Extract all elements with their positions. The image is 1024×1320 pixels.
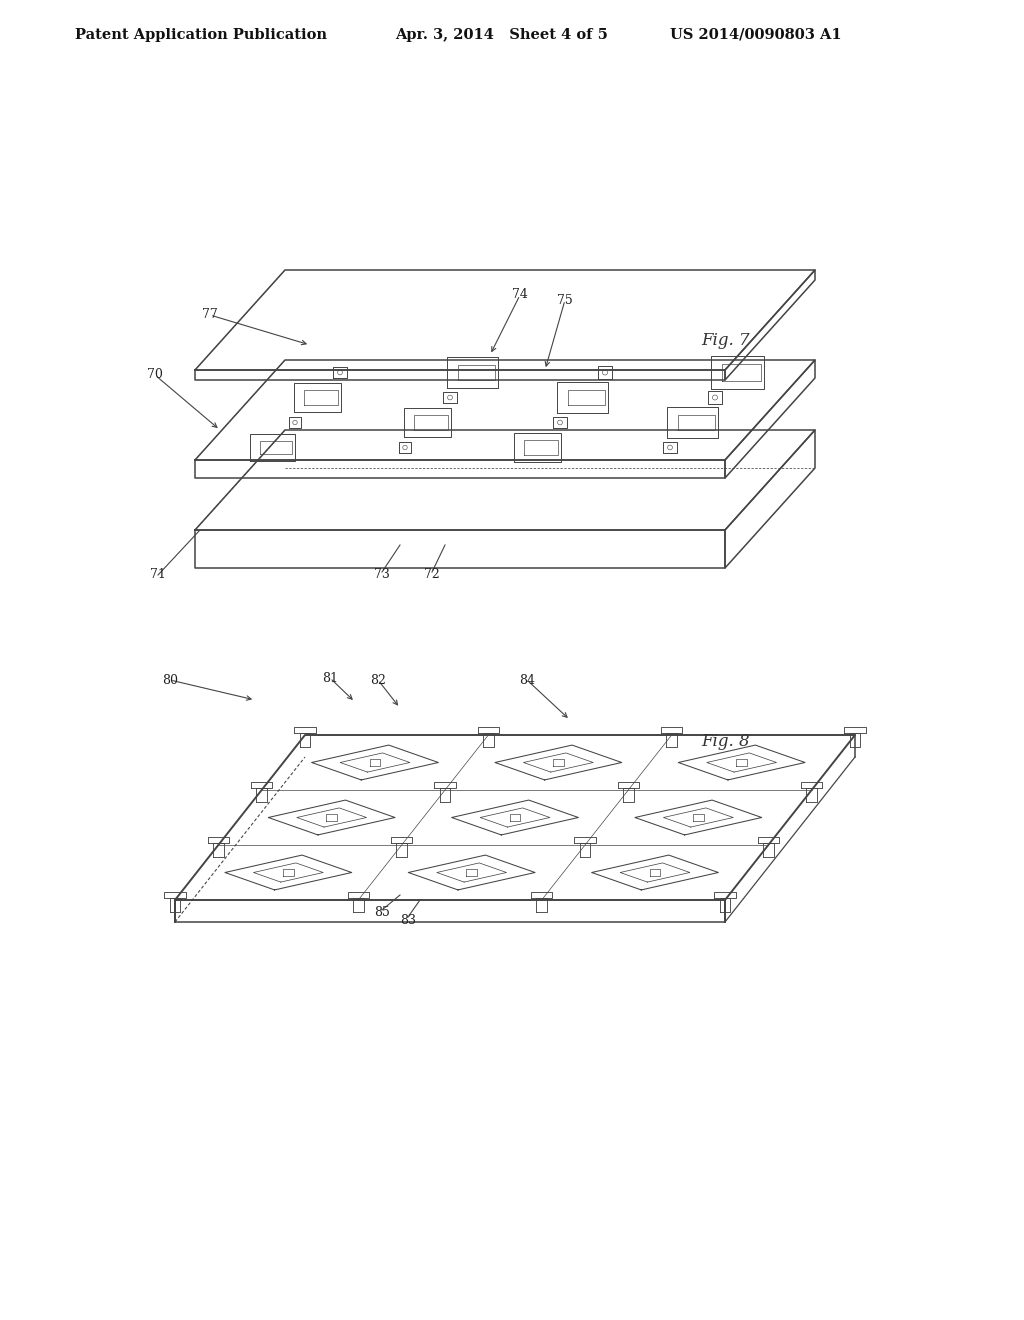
Text: 74: 74 bbox=[512, 289, 528, 301]
Text: 71: 71 bbox=[151, 569, 166, 582]
Text: 73: 73 bbox=[374, 569, 390, 582]
Text: 70: 70 bbox=[147, 368, 163, 381]
Text: 80: 80 bbox=[162, 673, 178, 686]
Text: Fig. 7: Fig. 7 bbox=[701, 333, 750, 348]
Text: 84: 84 bbox=[519, 673, 535, 686]
Text: 82: 82 bbox=[370, 673, 386, 686]
Text: 81: 81 bbox=[322, 672, 338, 685]
Text: Patent Application Publication: Patent Application Publication bbox=[75, 28, 327, 42]
Text: 85: 85 bbox=[374, 907, 390, 920]
Text: 72: 72 bbox=[424, 569, 440, 582]
Text: Apr. 3, 2014   Sheet 4 of 5: Apr. 3, 2014 Sheet 4 of 5 bbox=[395, 28, 608, 42]
Text: 83: 83 bbox=[400, 913, 416, 927]
Text: 75: 75 bbox=[557, 293, 572, 306]
Text: 77: 77 bbox=[202, 309, 218, 322]
Text: Fig. 8: Fig. 8 bbox=[701, 734, 750, 750]
Text: US 2014/0090803 A1: US 2014/0090803 A1 bbox=[670, 28, 842, 42]
